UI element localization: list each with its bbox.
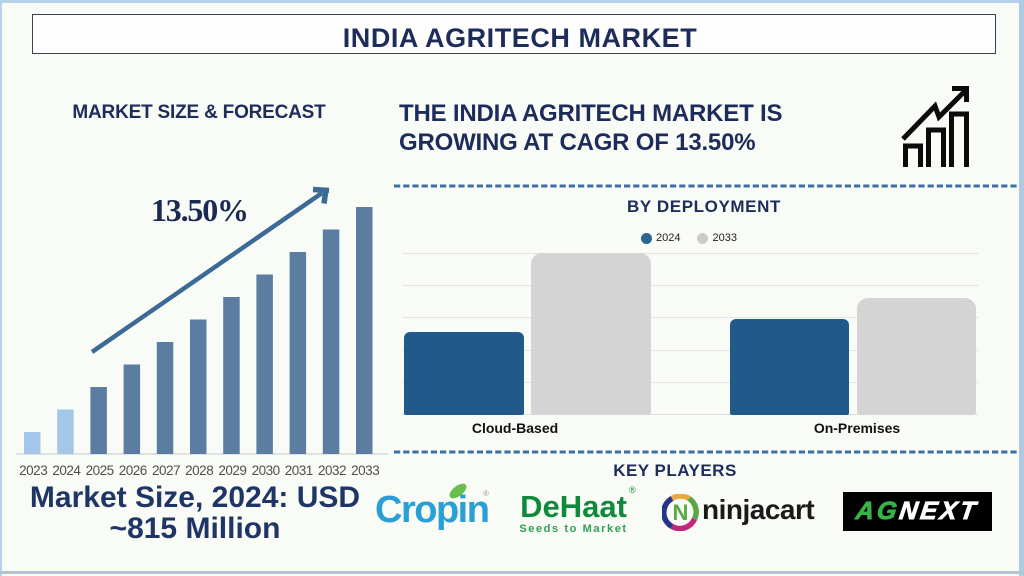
svg-text:N: N (673, 500, 689, 525)
